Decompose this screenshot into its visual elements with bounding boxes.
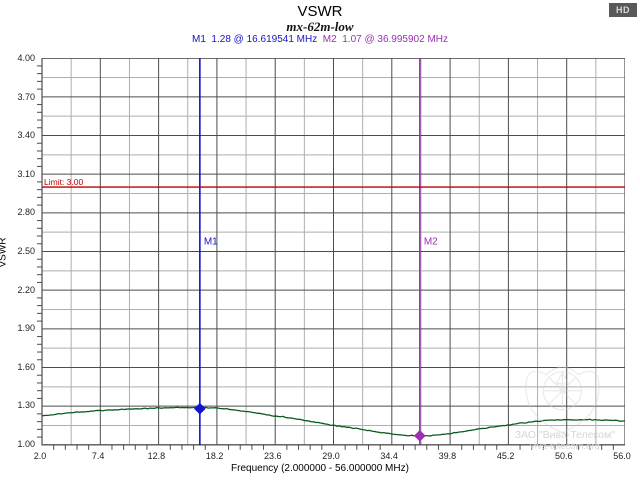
svg-text:M1: M1 xyxy=(204,236,218,247)
svg-text:Limit: 3.00: Limit: 3.00 xyxy=(44,177,83,187)
svg-text:ЗАО "Вива-Телеком": ЗАО "Вива-Телеком" xyxy=(515,429,616,441)
svg-text:viva-telecom.org: viva-telecom.org xyxy=(530,441,600,450)
svg-text:M2: M2 xyxy=(424,236,438,247)
